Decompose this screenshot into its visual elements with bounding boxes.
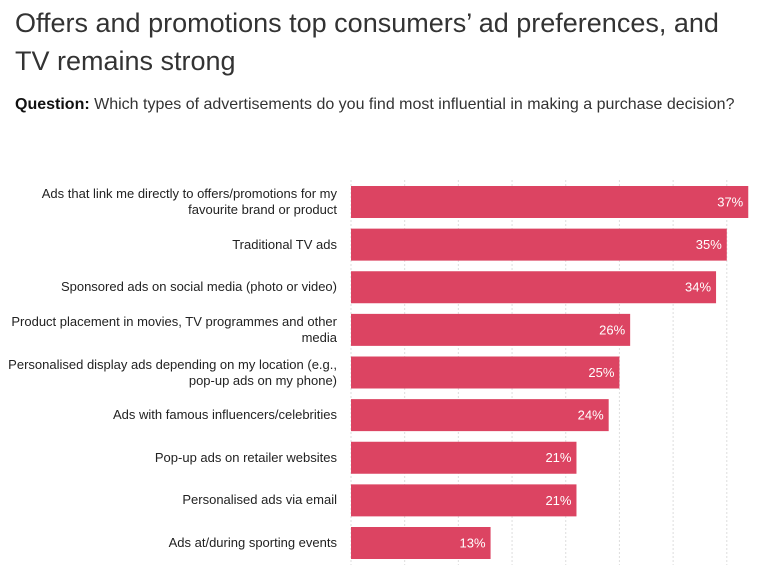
value-label: 26% [599,322,625,337]
value-label: 37% [717,194,743,209]
category-label: Pop-up ads on retailer websites [154,449,337,465]
chart-title: Offers and promotions top consumers’ ad … [15,8,719,76]
bar [351,399,609,432]
value-label: 21% [545,493,571,508]
bar [351,228,727,261]
bar [351,527,491,559]
category-label: Personalised display ads depending on my… [8,356,337,388]
category-label: Traditional TV ads [232,236,337,252]
bar [351,313,631,346]
question-label: Question: [15,96,90,113]
value-label: 35% [696,237,722,252]
bar [351,186,749,218]
category-label: Sponsored ads on social media (photo or … [60,279,337,295]
value-label: 34% [685,280,711,295]
category-label: Ads with famous influencers/celebrities [113,407,337,423]
bar [351,271,717,304]
question: Question: Which types of advertisements … [15,93,760,116]
question-text: Which types of advertisements do you fin… [94,96,735,113]
bar [351,356,620,389]
category-label: Ads at/during sporting events [168,535,337,550]
category-label: Ads that link me directly to offers/prom… [41,186,337,217]
category-label: Product placement in movies, TV programm… [11,313,337,345]
value-label: 24% [578,408,604,423]
value-label: 25% [588,365,614,380]
value-label: 21% [545,450,571,465]
value-label: 13% [460,535,486,550]
category-label: Personalised ads via email [182,492,337,508]
bar [351,484,577,517]
bar [351,441,577,474]
